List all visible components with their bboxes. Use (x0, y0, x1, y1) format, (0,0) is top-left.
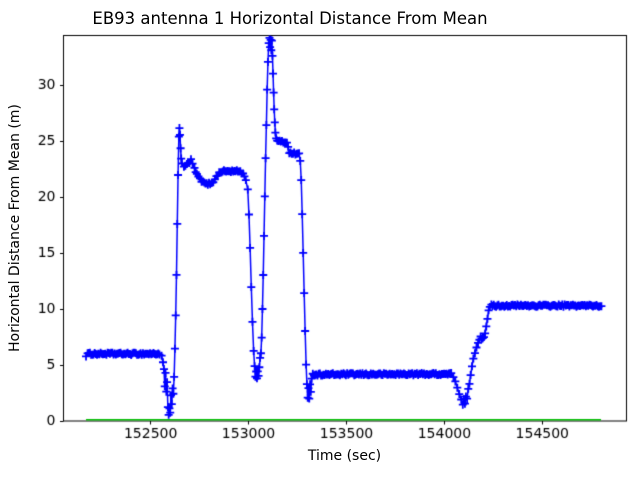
chart-title: EB93 antenna 1 Horizontal Distance From … (92, 9, 488, 28)
x-axis-label: Time (sec) (307, 448, 382, 464)
y-axis-label: Horizontal Distance From Mean (m) (7, 104, 23, 352)
